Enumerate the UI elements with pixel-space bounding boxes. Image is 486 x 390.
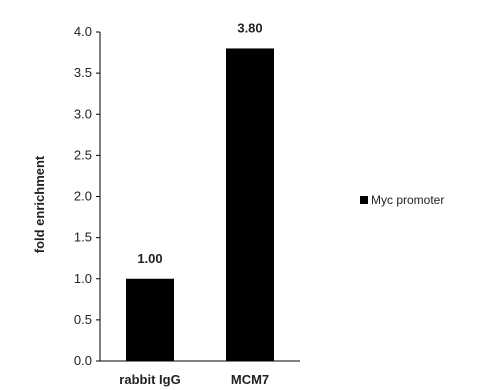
y-axis-title: fold enrichment [32,155,47,253]
y-tick-label: 2.5 [74,147,92,162]
y-ticks: 0.0 0.5 1.0 1.5 2.0 2.5 3.0 3.5 4.0 [74,24,100,368]
bar [126,278,174,361]
y-tick-label: 4.0 [74,24,92,39]
y-tick-label: 3.0 [74,106,92,121]
y-tick-label: 3.5 [74,65,92,80]
legend-label: Myc promoter [371,193,444,207]
y-tick-label: 2.0 [74,189,92,204]
data-label: 3.80 [237,20,262,35]
bar [226,48,274,361]
y-tick-label: 0.5 [74,312,92,327]
legend-swatch [360,196,368,204]
category-labels: rabbit IgG MCM7 [119,372,269,387]
legend: Myc promoter [360,193,444,207]
category-label: rabbit IgG [119,372,180,387]
y-tick-label: 0.0 [74,353,92,368]
category-label: MCM7 [231,372,269,387]
y-tick-label: 1.0 [74,271,92,286]
data-label: 1.00 [137,251,162,266]
bars: 1.00 3.80 [126,20,274,361]
y-tick-label: 1.5 [74,230,92,245]
